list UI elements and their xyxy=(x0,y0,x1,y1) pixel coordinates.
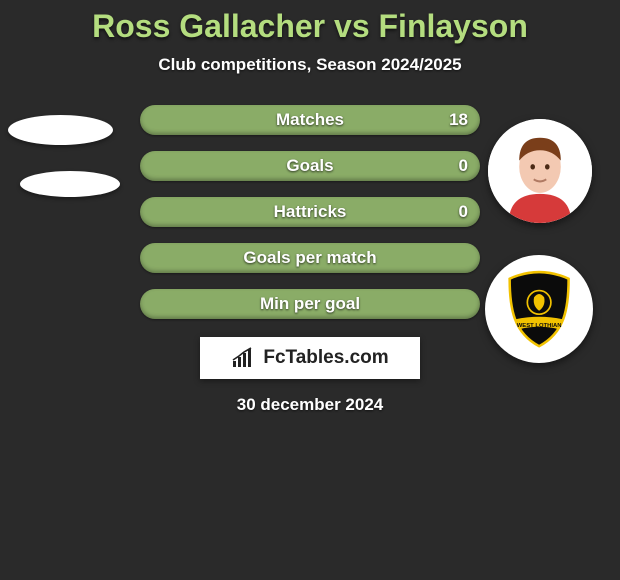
club-crest: WEST LOTHIAN xyxy=(485,255,593,363)
left-ellipse-0 xyxy=(8,115,113,145)
crest-icon: WEST LOTHIAN xyxy=(497,267,581,351)
player-avatar xyxy=(488,119,592,223)
stat-value-right: 0 xyxy=(459,202,468,222)
subtitle: Club competitions, Season 2024/2025 xyxy=(0,55,620,75)
stat-value-right: 0 xyxy=(459,156,468,176)
stat-pill-goals: Goals 0 xyxy=(140,151,480,181)
date-text: 30 december 2024 xyxy=(0,395,620,415)
stat-pill-min-per-goal: Min per goal xyxy=(140,289,480,319)
logo-text: FcTables.com xyxy=(263,347,388,369)
stat-label: Min per goal xyxy=(260,294,360,314)
stats-area: Matches 18 Goals 0 Hattricks 0 Goals per… xyxy=(0,105,620,319)
stat-label: Matches xyxy=(276,110,344,130)
stat-pill-goals-per-match: Goals per match xyxy=(140,243,480,273)
chart-icon xyxy=(231,347,257,369)
stat-value-right: 18 xyxy=(449,110,468,130)
stat-label: Goals per match xyxy=(243,248,376,268)
stat-label: Hattricks xyxy=(274,202,347,222)
stat-pill-hattricks: Hattricks 0 xyxy=(140,197,480,227)
stat-label: Goals xyxy=(286,156,333,176)
stat-pill-matches: Matches 18 xyxy=(140,105,480,135)
svg-text:WEST LOTHIAN: WEST LOTHIAN xyxy=(517,323,562,329)
avatar-icon xyxy=(488,119,592,223)
logo-box: FcTables.com xyxy=(200,337,420,379)
left-ellipse-1 xyxy=(20,171,120,197)
page-title: Ross Gallacher vs Finlayson xyxy=(0,0,620,45)
